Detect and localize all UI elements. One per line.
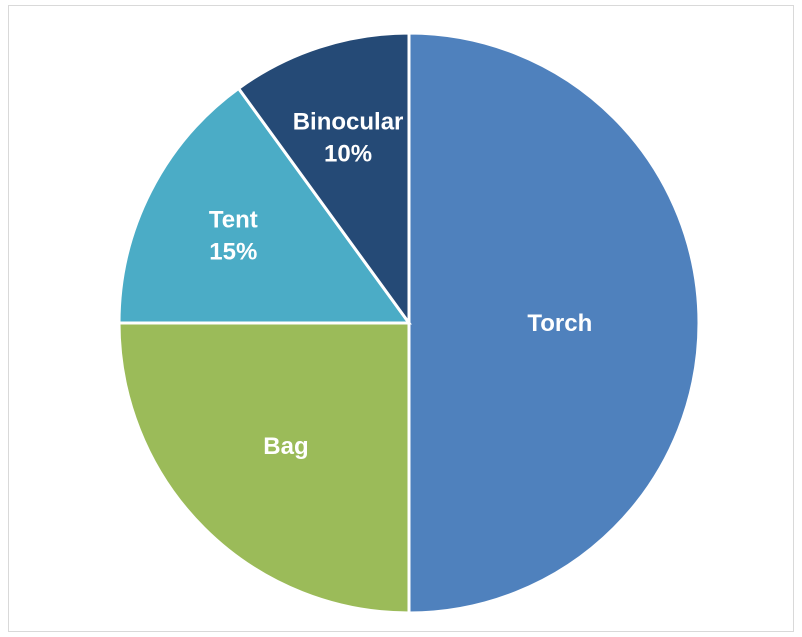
pie-label-name: Bag (263, 433, 308, 460)
pie-slice-bag (117, 321, 411, 615)
pie-label-binocular: Binocular 10% (293, 108, 404, 167)
pie-chart: Torch Bag Tent 15% Binocular 10% (117, 31, 701, 615)
pie-slices (117, 31, 701, 615)
pie-slice-binocular (236, 31, 411, 328)
pie-slice-tent (117, 86, 412, 325)
pie-label-value: 10% (324, 140, 372, 167)
pie-labels: Torch Bag Tent 15% Binocular 10% (209, 108, 592, 460)
pie-label-name: Tent (209, 206, 258, 233)
pie-label-value: 15% (209, 238, 257, 265)
pie-label-tent: Tent 15% (209, 206, 258, 265)
pie-slice-torch (407, 31, 701, 615)
pie-label-name: Binocular (293, 108, 404, 135)
chart-frame: Torch Bag Tent 15% Binocular 10% (8, 5, 794, 632)
pie-label-torch: Torch (527, 310, 592, 337)
pie-label-name: Torch (527, 310, 592, 337)
pie-label-bag: Bag (263, 433, 308, 460)
